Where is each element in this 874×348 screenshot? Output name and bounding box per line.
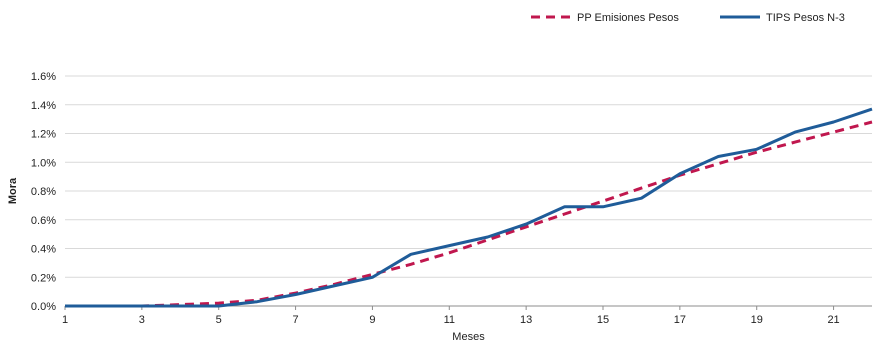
x-tick-label: 7: [293, 314, 299, 326]
x-tick-label: 21: [827, 314, 839, 326]
series-lines: [65, 107, 873, 308]
x-tick-label: 17: [674, 314, 686, 326]
legend-label: PP Emisiones Pesos: [577, 12, 679, 24]
y-tick-label: 0.0%: [31, 301, 56, 313]
legend-item: TIPS Pesos N-3: [720, 12, 845, 24]
x-axis-title: Meses: [452, 331, 485, 343]
x-tick-label: 19: [751, 314, 763, 326]
y-tick-label: 1.0%: [31, 157, 56, 169]
y-axis-title: Mora: [7, 177, 19, 204]
y-tick-label: 0.2%: [31, 272, 56, 284]
legend-label: TIPS Pesos N-3: [766, 12, 845, 24]
x-tick-label: 1: [62, 314, 68, 326]
x-tick-label: 5: [216, 314, 222, 326]
y-tick-label: 0.4%: [31, 244, 56, 256]
grid-lines: [65, 75, 872, 278]
tick-labels: 0.0%0.2%0.4%0.6%0.8%1.0%1.2%1.4%1.6%1 3 5 7…: [31, 71, 840, 326]
y-tick-label: 0.8%: [31, 186, 56, 198]
x-tick-label: 15: [597, 314, 609, 326]
x-tick-label: 11: [444, 314, 455, 326]
x-tick-label: 3: [139, 314, 145, 326]
x-tick-label: 9: [369, 314, 375, 326]
x-tick-label: 13: [520, 314, 532, 326]
y-tick-label: 1.4%: [31, 100, 56, 112]
legend-item: PP Emisiones Pesos: [531, 12, 679, 24]
legend: PP Emisiones Pesos TIPS Pesos N-3: [531, 12, 845, 24]
tips-pesos-n3-line: [65, 107, 873, 308]
y-tick-label: 1.6%: [31, 71, 56, 83]
pp-emisiones-pesos-line: [65, 120, 873, 308]
y-tick-label: 1.2%: [31, 129, 56, 141]
y-tick-label: 0.6%: [31, 215, 56, 227]
